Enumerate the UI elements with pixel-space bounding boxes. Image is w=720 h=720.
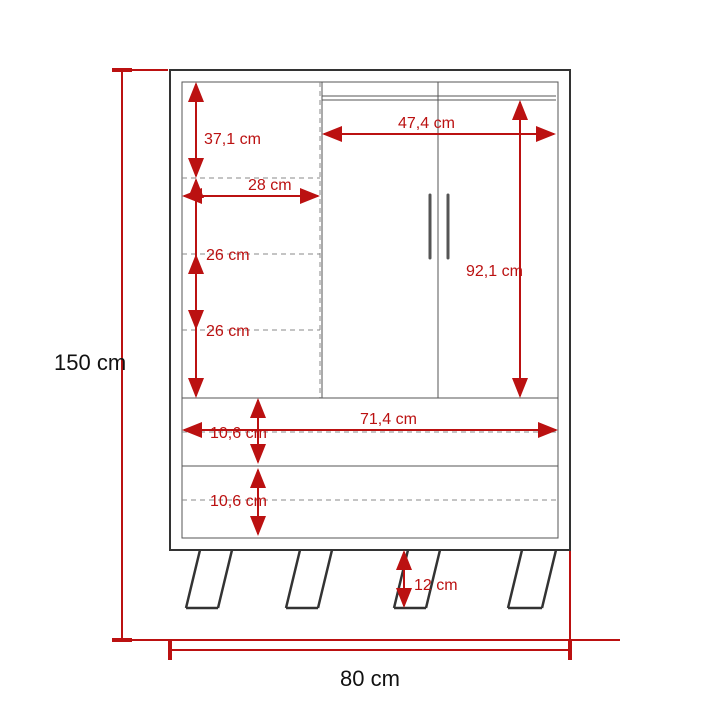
overall-height-label: 150 cm [54,350,126,375]
overall-width-label: 80 cm [340,666,400,691]
dim-label-d714: 71,4 cm [360,411,417,428]
dimension-diagram: 150 cm 80 cm 37,1 [0,0,720,720]
dim-label-d26b: 26 cm [206,323,250,340]
dim-label-d26a: 26 cm [206,247,250,264]
overall-height-dim: 150 cm [54,70,620,640]
dim-label-d106b: 10,6 cm [210,493,267,510]
legs [186,550,556,608]
interior-dimensions: 37,1 cm 28 cm 26 cm 26 cm 47,4 cm 92,1 cm 71,4… [184,84,556,606]
dim-label-d474: 47,4 cm [398,115,455,132]
dim-label-d921: 92,1 cm [466,263,523,280]
dim-label-d371: 37,1 cm [204,131,261,148]
dim-label-d28: 28 cm [248,177,292,194]
dim-label-d12: 12 cm [414,577,458,594]
dim-label-d106a: 10,6 cm [210,425,267,442]
